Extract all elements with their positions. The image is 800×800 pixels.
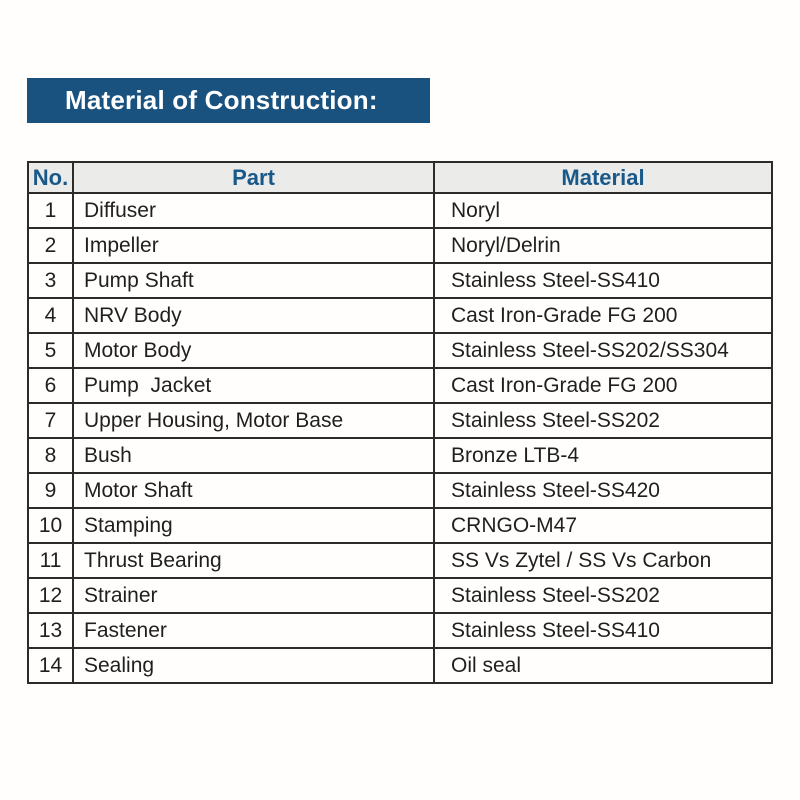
cell-part: Diffuser [72,192,435,229]
cell-material: SS Vs Zytel / SS Vs Carbon [433,542,773,579]
cell-part: Upper Housing, Motor Base [72,402,435,439]
table-row: 13 Fastener Stainless Steel-SS410 [27,612,773,649]
cell-part: Thrust Bearing [72,542,435,579]
cell-material: Noryl/Delrin [433,227,773,264]
column-header-part: Part [72,161,435,194]
cell-material: Stainless Steel-SS202 [433,577,773,614]
table-row: 9 Motor Shaft Stainless Steel-SS420 [27,472,773,509]
cell-no: 14 [27,647,74,684]
table-row: 12 Strainer Stainless Steel-SS202 [27,577,773,614]
cell-part: Bush [72,437,435,474]
cell-material: Bronze LTB-4 [433,437,773,474]
cell-part: Sealing [72,647,435,684]
table-row: 8 Bush Bronze LTB-4 [27,437,773,474]
cell-part: Stamping [72,507,435,544]
cell-material: Stainless Steel-SS202/SS304 [433,332,773,369]
cell-no: 13 [27,612,74,649]
table-row: 7 Upper Housing, Motor Base Stainless St… [27,402,773,439]
cell-no: 10 [27,507,74,544]
table-row: 14 Sealing Oil seal [27,647,773,684]
table-row: 4 NRV Body Cast Iron-Grade FG 200 [27,297,773,334]
page-title: Material of Construction: [65,85,378,115]
cell-no: 9 [27,472,74,509]
cell-no: 6 [27,367,74,404]
cell-part: Pump Shaft [72,262,435,299]
cell-part: NRV Body [72,297,435,334]
table-row: 3 Pump Shaft Stainless Steel-SS410 [27,262,773,299]
cell-no: 12 [27,577,74,614]
cell-material: Cast Iron-Grade FG 200 [433,297,773,334]
table-row: 5 Motor Body Stainless Steel-SS202/SS304 [27,332,773,369]
cell-part: Motor Body [72,332,435,369]
table-body: 1 Diffuser Noryl 2 Impeller Noryl/Delrin… [27,192,773,684]
cell-material: Stainless Steel-SS410 [433,262,773,299]
cell-no: 1 [27,192,74,229]
cell-material: Stainless Steel-SS202 [433,402,773,439]
cell-no: 8 [27,437,74,474]
cell-no: 5 [27,332,74,369]
cell-part: Impeller [72,227,435,264]
column-header-no: No. [27,161,74,194]
table-row: 10 Stamping CRNGO-M47 [27,507,773,544]
cell-material: Stainless Steel-SS420 [433,472,773,509]
title-banner: Material of Construction: [27,78,430,123]
table-row: 2 Impeller Noryl/Delrin [27,227,773,264]
table-row: 1 Diffuser Noryl [27,192,773,229]
cell-part: Strainer [72,577,435,614]
cell-no: 7 [27,402,74,439]
table-header-row: No. Part Material [27,161,773,194]
material-of-construction-table: No. Part Material 1 Diffuser Noryl 2 Imp… [27,161,773,684]
cell-material: Noryl [433,192,773,229]
table-row: 11 Thrust Bearing SS Vs Zytel / SS Vs Ca… [27,542,773,579]
cell-part: Pump Jacket [72,367,435,404]
cell-no: 4 [27,297,74,334]
column-header-material: Material [433,161,773,194]
cell-part: Motor Shaft [72,472,435,509]
cell-material: CRNGO-M47 [433,507,773,544]
table-header: No. Part Material [27,161,773,194]
cell-material: Cast Iron-Grade FG 200 [433,367,773,404]
table-row: 6 Pump Jacket Cast Iron-Grade FG 200 [27,367,773,404]
cell-material: Oil seal [433,647,773,684]
cell-material: Stainless Steel-SS410 [433,612,773,649]
cell-no: 3 [27,262,74,299]
cell-part: Fastener [72,612,435,649]
cell-no: 2 [27,227,74,264]
cell-no: 11 [27,542,74,579]
